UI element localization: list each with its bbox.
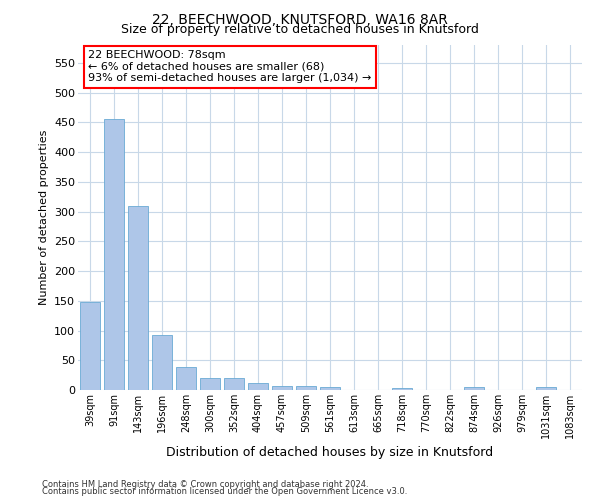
Bar	[200, 378, 220, 390]
Text: 22, BEECHWOOD, KNUTSFORD, WA16 8AR: 22, BEECHWOOD, KNUTSFORD, WA16 8AR	[152, 12, 448, 26]
Y-axis label: Number of detached properties: Number of detached properties	[38, 130, 49, 305]
X-axis label: Distribution of detached houses by size in Knutsford: Distribution of detached houses by size …	[166, 446, 494, 460]
Bar	[464, 387, 484, 390]
Bar	[392, 388, 412, 390]
Bar	[296, 386, 316, 390]
Bar	[320, 387, 340, 390]
Text: 22 BEECHWOOD: 78sqm
← 6% of detached houses are smaller (68)
93% of semi-detache: 22 BEECHWOOD: 78sqm ← 6% of detached hou…	[88, 50, 371, 84]
Text: Size of property relative to detached houses in Knutsford: Size of property relative to detached ho…	[121, 22, 479, 36]
Bar	[272, 386, 292, 390]
Bar	[536, 387, 556, 390]
Bar	[248, 384, 268, 390]
Bar	[176, 368, 196, 390]
Bar	[80, 302, 100, 390]
Bar	[104, 120, 124, 390]
Text: Contains public sector information licensed under the Open Government Licence v3: Contains public sector information licen…	[42, 487, 407, 496]
Bar	[152, 336, 172, 390]
Text: Contains HM Land Registry data © Crown copyright and database right 2024.: Contains HM Land Registry data © Crown c…	[42, 480, 368, 489]
Bar	[128, 206, 148, 390]
Bar	[224, 378, 244, 390]
